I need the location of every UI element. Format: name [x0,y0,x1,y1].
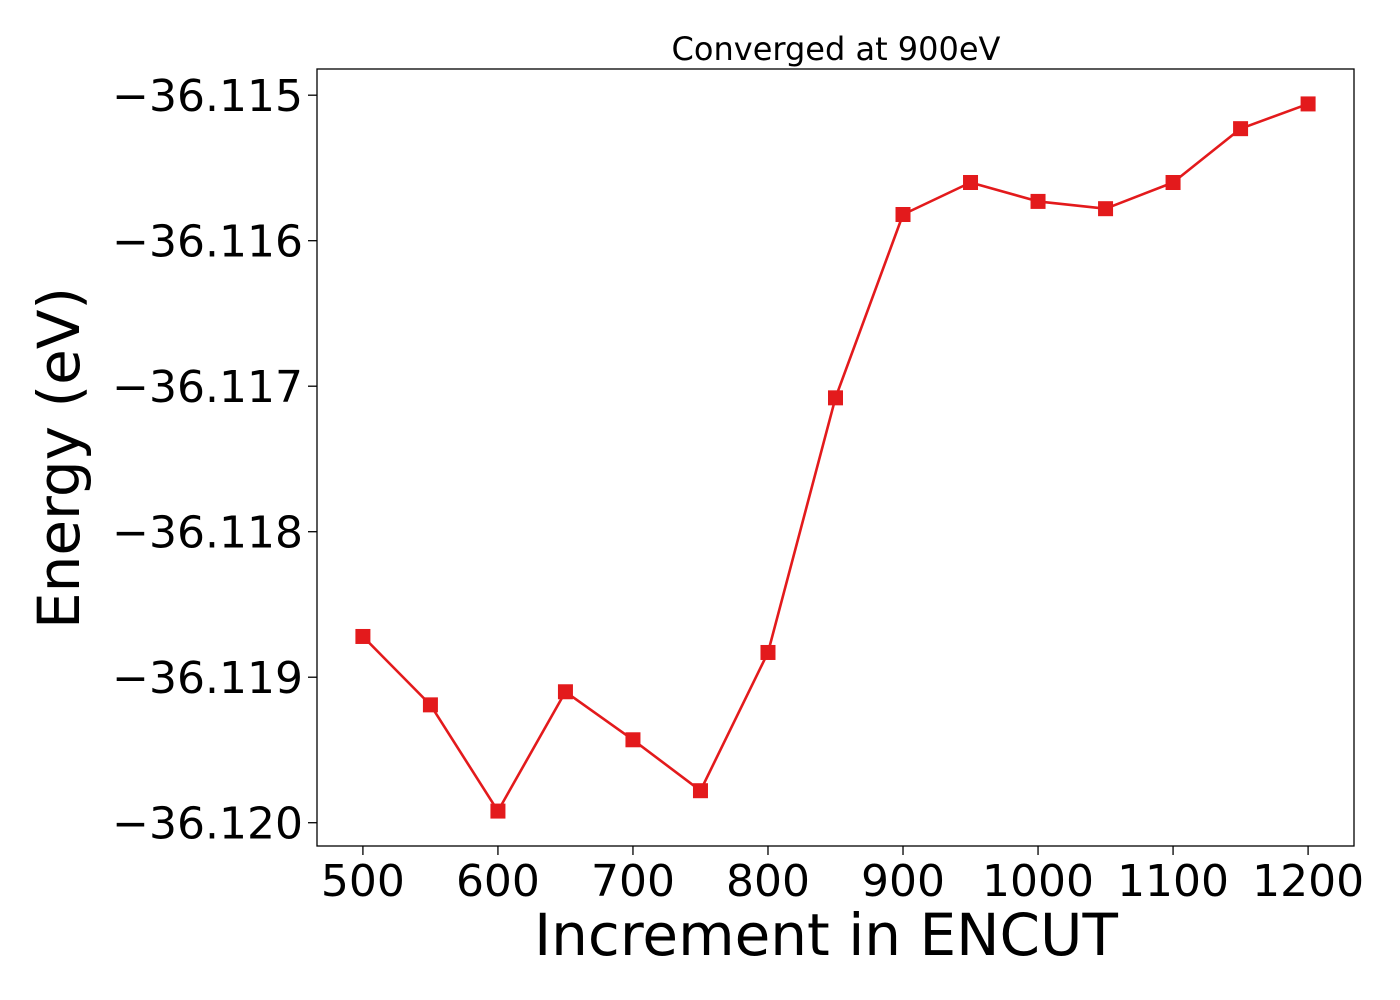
y-tick-label: −36.120 [112,799,303,850]
data-point-marker [422,697,438,713]
y-tick-label: −36.117 [112,362,303,413]
data-point-marker [963,174,979,190]
y-axis-label: Energy (eV) [25,287,93,629]
y-axis-ticks: −36.115 −36.116 −36.117 −36.118 −36.119 −36.1… [112,71,317,850]
data-point-marker [1233,121,1249,137]
data-point-marker [895,207,911,223]
x-tick-label: 600 [456,856,540,907]
y-tick-label: −36.118 [112,508,303,559]
x-tick-label: 1200 [1252,856,1364,907]
y-tick-label: −36.115 [112,71,303,122]
data-point-marker [557,684,573,700]
data-point-marker [1098,201,1114,217]
x-tick-label: 800 [726,856,810,907]
data-point-marker [760,644,776,660]
y-tick-label: −36.119 [112,653,303,704]
data-point-marker [355,628,371,644]
y-tick-label: −36.116 [112,217,303,268]
data-point-marker [490,803,506,819]
data-point-marker [692,783,708,799]
x-tick-label: 500 [321,856,405,907]
x-tick-label: 900 [861,856,945,907]
x-tick-label: 700 [591,856,675,907]
x-tick-label: 1000 [982,856,1094,907]
x-tick-label: 1100 [1117,856,1229,907]
data-point-marker [625,732,641,748]
series-layer [355,96,1316,819]
plot-frame [316,68,1355,847]
data-point-marker [1165,174,1181,190]
data-point-marker [1300,96,1316,112]
x-axis-label: Increment in ENCUT [534,901,1118,969]
data-point-marker [828,390,843,406]
chart-title: Converged at 900eV [672,30,1001,68]
x-axis-ticks: 500 600 700 800 900 1000 1100 1200 [321,846,1364,907]
data-point-marker [1030,193,1046,209]
